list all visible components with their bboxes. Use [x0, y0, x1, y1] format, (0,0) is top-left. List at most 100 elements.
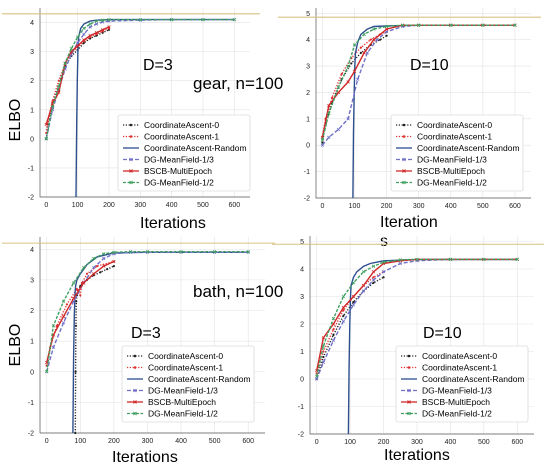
data-point: [320, 138, 325, 142]
chart-panel-top-left: 0 100 200 300 400 500 600 -2 -1 0 1 2 3 4 D=3 Iteration…: [2, 8, 260, 232]
data-point: [212, 250, 217, 254]
data-point: [112, 250, 116, 254]
data-point: [322, 350, 325, 353]
data-point: [385, 34, 388, 37]
data-point: [81, 281, 86, 285]
legend-marker: [402, 135, 406, 138]
data-point: [351, 281, 356, 285]
data-point: [102, 252, 106, 256]
data-point: [371, 264, 376, 268]
legend-entry: CoordinateAscent-1: [144, 132, 219, 142]
y-tick-label: 1: [306, 116, 310, 123]
data-point: [359, 46, 363, 49]
x-axis-label: Iteration: [380, 214, 438, 231]
y-tick-label: 0: [300, 377, 304, 384]
legend-entry: DG-MeanField-1/2: [148, 409, 218, 419]
data-point: [82, 38, 86, 42]
legend-entry: CoordinateAscent-Random: [417, 143, 520, 153]
panel-title: D=10: [423, 325, 462, 342]
chart-panel-top-right: 0 100 200 300 400 500 600 -2 -1 0 1 2 3 4 5 D=10 Iterati…: [278, 8, 541, 250]
legend-entry: BSCB-MultiEpoch: [422, 397, 490, 407]
legend: CoordinateAscent-0 CoordinateAscent-1Coor…: [121, 345, 255, 423]
data-point: [350, 62, 353, 65]
data-point: [101, 18, 105, 22]
legend-marker: [133, 354, 137, 358]
legend-entry: CoordinateAscent-1: [148, 363, 223, 373]
y-tick-label: -1: [28, 165, 34, 172]
legend-marker: [402, 157, 406, 162]
y-tick-label: 2: [30, 78, 34, 85]
x-tick-label: 200: [103, 202, 115, 209]
data-point: [138, 17, 142, 22]
legend-entry: CoordinateAscent-Random: [148, 374, 251, 384]
data-point: [95, 264, 99, 268]
data-point: [361, 283, 366, 288]
data-point: [74, 431, 77, 435]
data-point: [102, 256, 106, 261]
data-point: [106, 268, 109, 271]
data-point: [88, 25, 92, 29]
legend-marker: [407, 411, 411, 416]
series-line-BSCB-MultiEpoch: [46, 260, 115, 363]
data-point: [415, 257, 419, 262]
legend-entry: CoordinateAscent-1: [417, 132, 492, 142]
legend-box: [121, 345, 255, 423]
data-point: [45, 370, 49, 374]
data-point: [94, 19, 99, 23]
data-point: [321, 344, 326, 348]
legend-entry: DG-MeanField-1/3: [144, 155, 214, 165]
data-point: [74, 324, 78, 327]
legend: CoordinateAscent-0 CoordinateAscent-1Coor…: [390, 114, 524, 192]
x-tick-label: 500: [209, 438, 221, 445]
data-point: [57, 84, 61, 89]
legend-entry: BSCB-MultiEpoch: [417, 166, 485, 176]
y-tick-label: 0: [30, 136, 34, 143]
data-point: [371, 278, 376, 282]
data-point: [57, 79, 60, 82]
data-point: [69, 47, 74, 51]
x-axis-label: Iterations: [112, 449, 178, 466]
legend-entry: CoordinateAscent-Random: [144, 143, 247, 153]
data-point: [112, 259, 116, 264]
data-point: [336, 85, 341, 89]
y-tick-label: 1: [300, 349, 304, 356]
data-point: [321, 360, 326, 365]
panel-title: D=3: [143, 57, 173, 74]
data-point: [85, 272, 89, 275]
legend-entry: DG-MeanField-1/2: [422, 409, 492, 419]
data-point: [331, 316, 336, 321]
legend-marker: [407, 366, 411, 369]
data-point: [327, 135, 331, 139]
data-point: [246, 250, 250, 254]
data-point: [57, 90, 61, 95]
data-point: [398, 261, 402, 266]
x-tick-label: 300: [142, 438, 154, 445]
data-point: [371, 270, 376, 274]
legend-entry: DG-MeanField-1/2: [144, 178, 214, 188]
data-point: [44, 137, 48, 141]
y-tick-label: 5: [306, 11, 310, 18]
legend-marker: [402, 180, 406, 185]
data-point: [482, 257, 486, 262]
data-point: [51, 324, 56, 328]
x-tick-label: 400: [445, 439, 457, 446]
legend-marker: [402, 169, 406, 173]
x-tick-label: 600: [228, 202, 240, 209]
x-tick-label: 0: [44, 202, 48, 209]
data-point: [372, 276, 375, 279]
chart-panel-bottom-right: 0 100 200 300 400 500 600 -2 -1 0 1 2 3 4 5 D=10 Iterati…: [272, 236, 544, 464]
legend-entry: CoordinateAscent-0: [148, 351, 223, 361]
data-point: [327, 111, 331, 116]
y-tick-label: 0: [30, 369, 34, 376]
data-point: [94, 22, 99, 26]
data-point: [352, 43, 357, 47]
y-axis-label: ELBO: [7, 99, 24, 142]
y-tick-label: 0: [306, 143, 310, 150]
data-point: [79, 294, 82, 297]
data-point: [82, 26, 86, 31]
data-point: [381, 270, 386, 274]
x-tick-label: 600: [242, 438, 254, 445]
axis-frame: [39, 8, 250, 198]
data-point: [372, 27, 376, 31]
y-tick-label: 1: [30, 339, 34, 346]
